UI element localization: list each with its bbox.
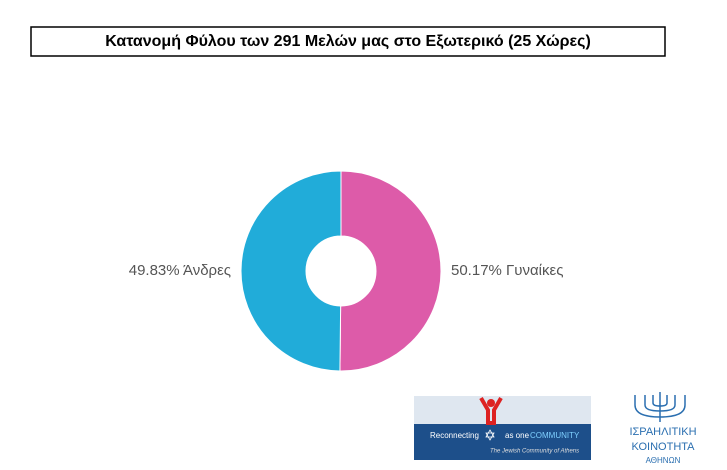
figure-body bbox=[479, 396, 503, 425]
banner-text: COMMUNITY bbox=[530, 431, 580, 440]
star-icon bbox=[485, 429, 495, 441]
logo-text: ΚΟΙΝΟΤΗΤΑ bbox=[631, 441, 695, 453]
logo-text: ΙΣΡΑΗΛΙΤΙΚΗ bbox=[629, 426, 696, 438]
chart-title: Κατανομή Φύλου των 291 Μελών μας στο Εξω… bbox=[105, 33, 591, 50]
donut-slice bbox=[240, 170, 342, 372]
figure-head bbox=[487, 399, 495, 407]
banner-logo: Reconnecting as one COMMUNITY The Jewish… bbox=[414, 396, 591, 460]
banner-top bbox=[414, 396, 591, 424]
banner-subtitle: The Jewish Community of Athens bbox=[490, 449, 579, 455]
banner-text: Reconnecting bbox=[430, 431, 479, 440]
logo-text: ΑΘΗΝΩΝ bbox=[646, 456, 681, 465]
donut-slice bbox=[339, 170, 442, 372]
title-box bbox=[30, 26, 666, 57]
menorah bbox=[634, 392, 686, 422]
community-logo bbox=[634, 392, 686, 422]
banner-text: as one bbox=[505, 431, 530, 440]
data-label: 50.17% Γυναίκες bbox=[451, 262, 563, 279]
donut bbox=[240, 170, 442, 372]
data-label: 49.83% Άνδρες bbox=[129, 262, 231, 279]
